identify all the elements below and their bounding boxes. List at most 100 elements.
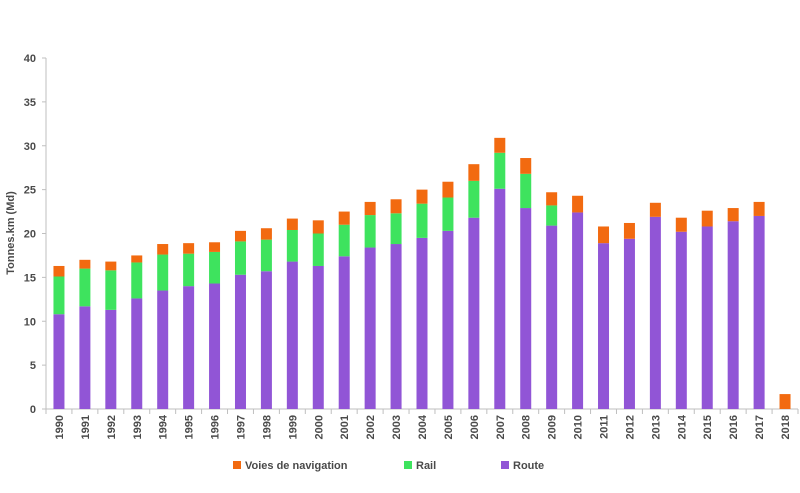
bar-rail-1995 — [183, 253, 195, 287]
bar-rail-1996 — [209, 251, 221, 284]
bar-route-1998 — [260, 271, 272, 409]
x-tick-label: 2001 — [339, 415, 351, 439]
bar-voies-de-navigation-1995 — [183, 243, 195, 254]
x-tick-label: 2018 — [780, 415, 792, 439]
bar-voies-de-navigation-2013 — [649, 202, 661, 217]
bar-rail-2008 — [520, 173, 532, 209]
y-axis-title: Tonnes.km (Md) — [5, 191, 17, 275]
legend: Voies de navigation Rail Route — [233, 460, 544, 472]
bar-rail-2007 — [494, 152, 506, 189]
legend-swatch — [501, 461, 509, 469]
bar-route-1996 — [209, 283, 221, 409]
bar-voies-de-navigation-2010 — [572, 195, 584, 213]
y-tick-label: 5 — [30, 360, 36, 372]
bar-rail-2005 — [442, 197, 454, 231]
x-tick-label: 2007 — [495, 415, 507, 439]
x-tick-label: 2004 — [417, 414, 429, 439]
bar-rail-2000 — [312, 233, 324, 266]
bar-voies-de-navigation-2001 — [338, 211, 350, 225]
x-tick-label: 1999 — [287, 415, 299, 439]
bar-voies-de-navigation-1997 — [234, 230, 246, 242]
x-tick-label: 2006 — [469, 415, 481, 439]
bar-rail-2004 — [416, 203, 428, 238]
y-tick-label: 35 — [24, 97, 36, 109]
x-tick-label: 2011 — [599, 415, 611, 439]
bar-route-2002 — [364, 247, 376, 409]
bar-voies-de-navigation-2009 — [546, 192, 558, 206]
x-tick-label: 2000 — [313, 415, 325, 439]
bar-route-2015 — [701, 226, 713, 409]
bar-route-2012 — [623, 238, 635, 409]
bar-route-2010 — [572, 212, 584, 409]
x-tick-label: 2014 — [676, 414, 688, 439]
bar-voies-de-navigation-2011 — [598, 226, 610, 244]
x-tick-label: 2005 — [443, 415, 455, 439]
bar-rail-2001 — [338, 224, 350, 257]
legend-label: Rail — [416, 460, 436, 472]
bar-rail-2006 — [468, 180, 480, 218]
bar-voies-de-navigation-1994 — [157, 244, 169, 255]
bar-route-1991 — [79, 306, 91, 409]
bar-voies-de-navigation-1993 — [131, 255, 143, 263]
bar-voies-de-navigation-2014 — [675, 217, 687, 232]
x-tick-label: 1994 — [158, 414, 170, 439]
bar-voies-de-navigation-1990 — [53, 265, 65, 277]
bar-route-2008 — [520, 208, 532, 409]
x-tick-label: 2012 — [624, 415, 636, 439]
x-tick-label: 1992 — [106, 415, 118, 439]
legend-swatch — [404, 461, 412, 469]
bar-voies-de-navigation-2012 — [623, 222, 635, 239]
y-axis: 0 5 10 15 20 25 30 35 40 — [24, 53, 47, 416]
x-tick-label: 2003 — [391, 415, 403, 439]
x-tick-label: 1998 — [261, 415, 273, 439]
bar-rail-1991 — [79, 268, 91, 307]
y-tick-label: 0 — [30, 404, 36, 416]
x-tick-label: 2013 — [650, 415, 662, 439]
bar-route-1993 — [131, 298, 143, 409]
legend-swatch — [233, 461, 241, 469]
bars — [53, 137, 791, 409]
bar-rail-1992 — [105, 270, 117, 310]
bar-voies-de-navigation-1999 — [286, 218, 298, 230]
legend-label: Route — [513, 460, 544, 472]
x-tick-label: 2015 — [702, 415, 714, 439]
y-tick-label: 30 — [24, 141, 36, 153]
bar-rail-1993 — [131, 262, 143, 299]
bar-route-1990 — [53, 314, 65, 409]
bar-route-2017 — [753, 215, 765, 409]
legend-item-rail: Rail — [404, 460, 436, 472]
bar-voies-de-navigation-2002 — [364, 201, 376, 216]
bar-voies-de-navigation-2016 — [727, 208, 739, 222]
bar-voies-de-navigation-1991 — [79, 259, 91, 269]
bar-voies-de-navigation-2007 — [494, 137, 506, 153]
y-tick-label: 20 — [24, 229, 36, 241]
bar-route-2003 — [390, 244, 402, 409]
legend-item-voies-de-navigation: Voies de navigation — [233, 460, 348, 472]
bar-route-1997 — [234, 274, 246, 409]
bar-voies-de-navigation-2005 — [442, 181, 454, 198]
bar-route-1994 — [157, 290, 169, 409]
x-tick-label: 2008 — [521, 415, 533, 439]
y-tick-label: 10 — [24, 316, 36, 328]
bar-route-2004 — [416, 237, 428, 409]
bar-voies-de-navigation-2000 — [312, 220, 324, 234]
bar-voies-de-navigation-1998 — [260, 228, 272, 240]
x-tick-label: 1996 — [210, 415, 222, 439]
bar-voies-de-navigation-2004 — [416, 189, 428, 204]
bar-route-2006 — [468, 217, 480, 409]
x-tick-label: 2009 — [547, 415, 559, 439]
bar-route-2011 — [598, 243, 610, 409]
bar-rail-1998 — [260, 239, 272, 272]
legend-label: Voies de navigation — [245, 460, 348, 472]
bar-route-2014 — [675, 231, 687, 409]
bar-voies-de-navigation-2003 — [390, 199, 402, 214]
x-axis: 1990 1991 1992 1993 1994 1995 1996 1997 1998 1999… — [45, 408, 799, 439]
x-tick-label: 1997 — [235, 415, 247, 439]
bar-rail-2003 — [390, 213, 402, 245]
bar-route-2009 — [546, 225, 558, 409]
bar-route-1992 — [105, 309, 117, 409]
bar-voies-de-navigation-1992 — [105, 261, 117, 271]
bar-voies-de-navigation-2008 — [520, 158, 532, 174]
x-tick-label: 1993 — [132, 415, 144, 439]
